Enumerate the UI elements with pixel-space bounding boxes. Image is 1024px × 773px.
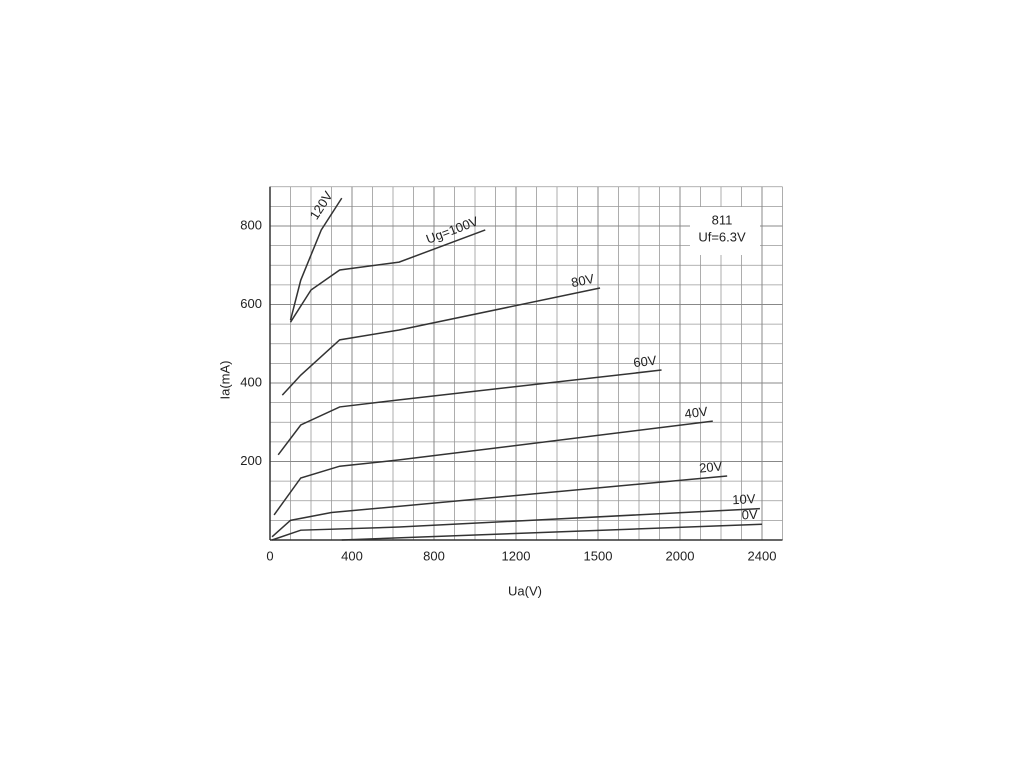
curve bbox=[289, 229, 486, 323]
curve-label: 60V bbox=[633, 353, 658, 371]
curve bbox=[273, 420, 713, 516]
curve-label: 80V bbox=[570, 271, 596, 290]
curve bbox=[277, 369, 662, 456]
y-tick-label: 600 bbox=[240, 296, 262, 311]
y-axis-label: Ia(mA) bbox=[217, 361, 232, 400]
tube-label: 811 bbox=[712, 212, 733, 227]
x-tick-label: 0 bbox=[266, 548, 273, 563]
curve bbox=[281, 287, 601, 396]
curve-label: 20V bbox=[698, 459, 723, 476]
curve-label: 10V bbox=[732, 491, 756, 507]
curve bbox=[271, 475, 728, 538]
x-axis-label: Ua(V) bbox=[508, 583, 542, 598]
y-tick-label: 800 bbox=[240, 217, 262, 232]
y-tick-label: 400 bbox=[240, 374, 262, 389]
x-tick-label: 1500 bbox=[584, 548, 613, 563]
annotation-box bbox=[690, 207, 760, 255]
curve bbox=[271, 507, 760, 541]
y-tick-label: 200 bbox=[240, 453, 262, 468]
curve-label: 0V bbox=[741, 507, 758, 523]
x-tick-label: 400 bbox=[341, 548, 363, 563]
x-tick-label: 2400 bbox=[748, 548, 777, 563]
filament-label: Uf=6.3V bbox=[698, 229, 746, 244]
x-tick-label: 1200 bbox=[502, 548, 531, 563]
x-tick-label: 800 bbox=[423, 548, 445, 563]
plot: 0 400 800 1200 1500 2000 2400200400600800120VU… bbox=[240, 186, 783, 563]
curve bbox=[289, 197, 343, 321]
x-tick-label: 2000 bbox=[666, 548, 695, 563]
curve bbox=[341, 523, 763, 541]
curve-label: 40V bbox=[684, 404, 709, 422]
